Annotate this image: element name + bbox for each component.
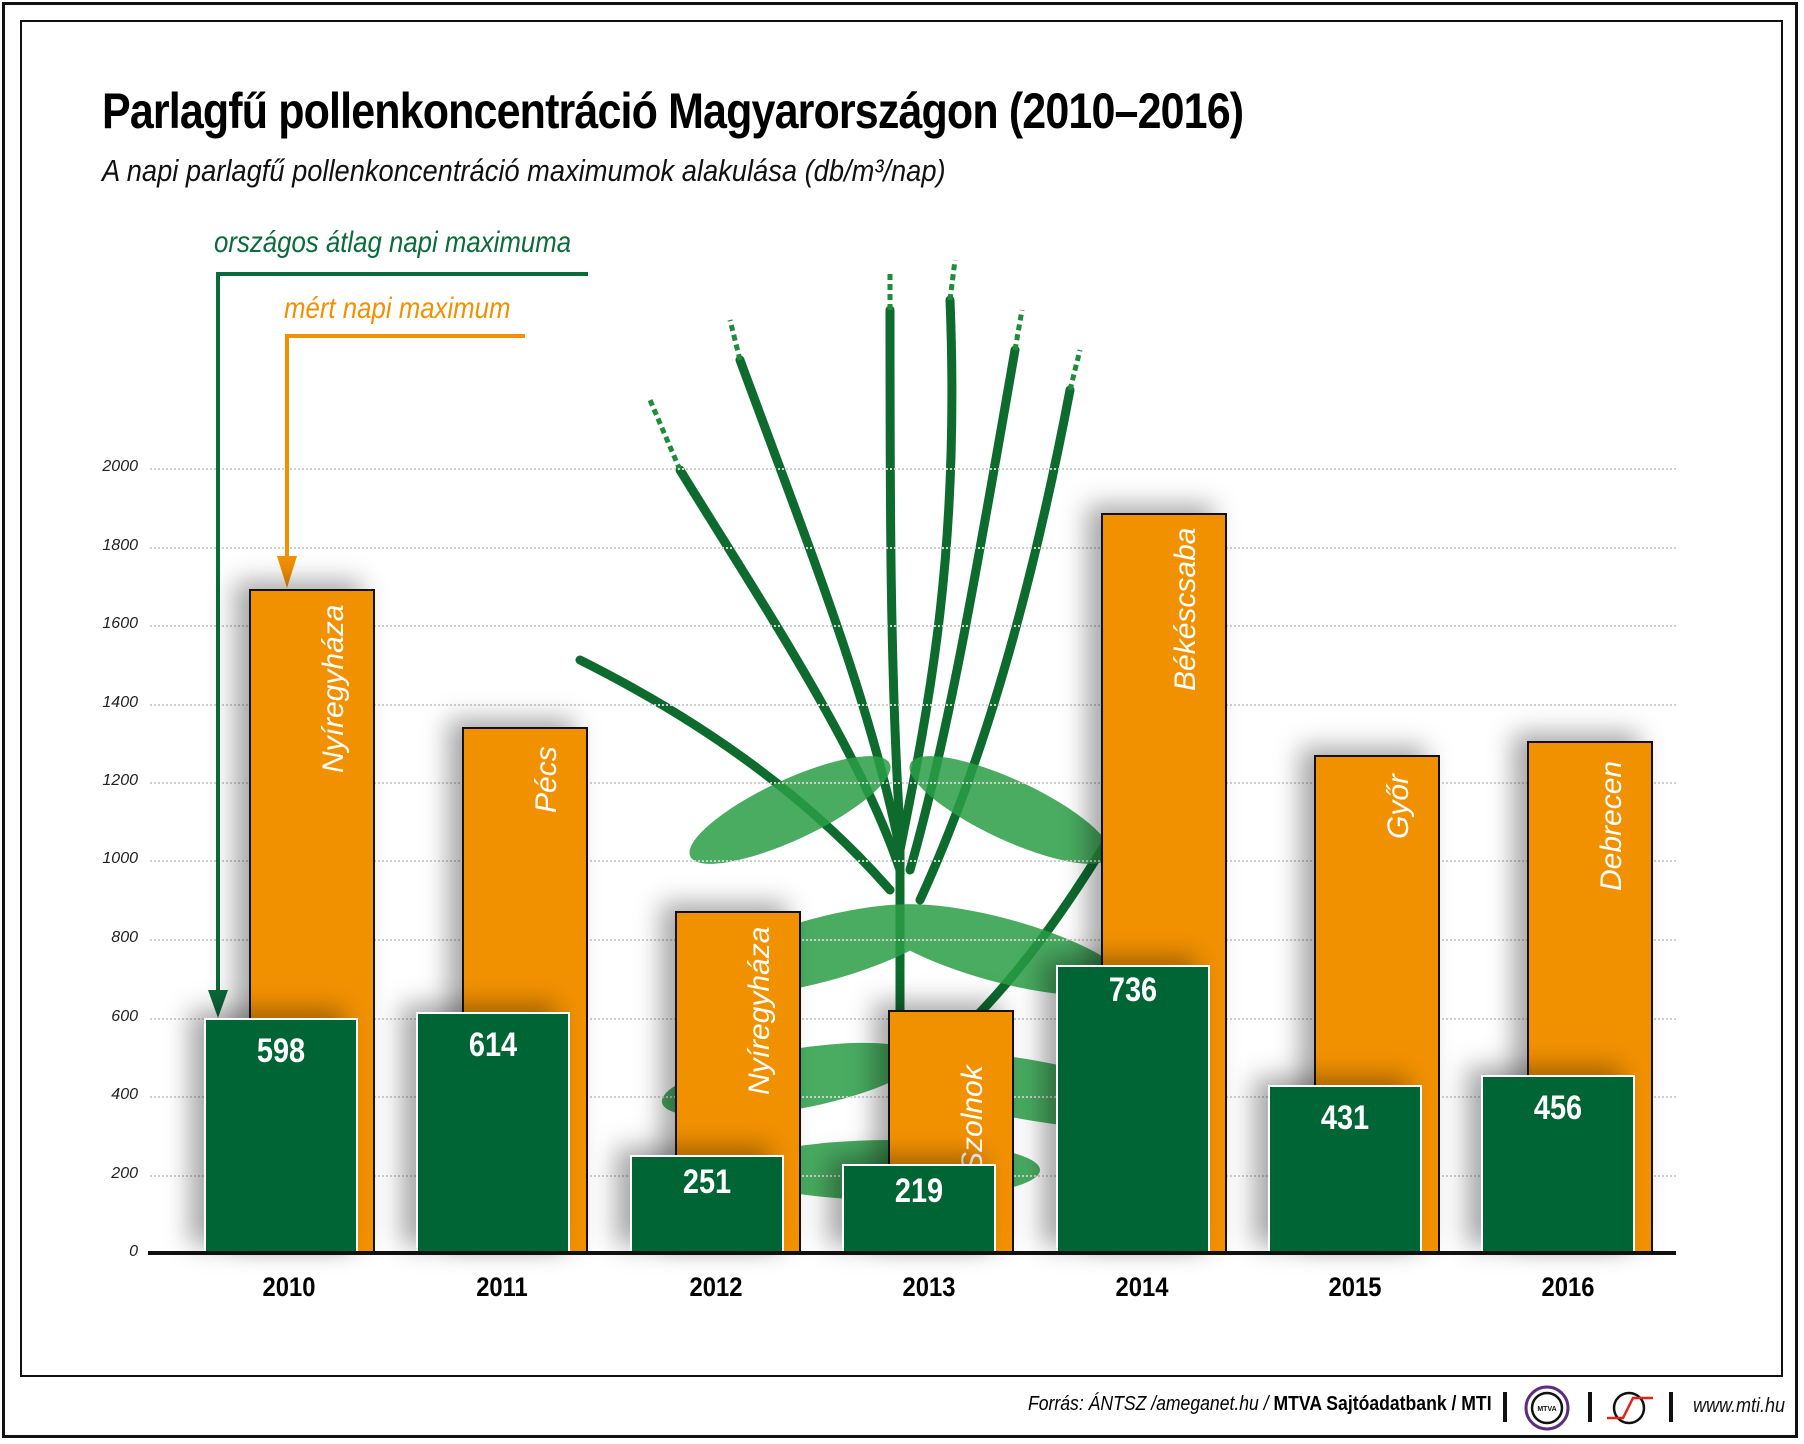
bar-national-average[interactable]: 614: [416, 1012, 570, 1253]
x-tick-label: 2010: [262, 1272, 316, 1302]
chart-title: Parlagfű pollenkoncentráció Magyarország…: [102, 83, 1244, 139]
x-tick-label: 2015: [1328, 1272, 1382, 1302]
bar-national-average[interactable]: 219: [842, 1164, 996, 1253]
orange-legend-arrow-icon: [277, 334, 525, 588]
bar-national-average[interactable]: 736: [1056, 965, 1210, 1253]
city-label: Győr: [1382, 773, 1415, 839]
value-label: 598: [256, 1032, 306, 1070]
gridline-1400: [150, 704, 1676, 706]
x-tick-label: 2013: [902, 1272, 956, 1302]
y-tick: 2000: [102, 458, 138, 475]
city-label: Békéscsaba: [1169, 527, 1202, 691]
gridline-2000: [150, 468, 1676, 470]
gridline-1000: [150, 860, 1676, 862]
y-tick: 600: [111, 1008, 138, 1025]
bar-national-average[interactable]: 456: [1481, 1075, 1635, 1253]
chart-subtitle: A napi parlagfű pollenkoncentráció maxim…: [102, 153, 946, 188]
mtva-logo-icon: MTVA: [1524, 1385, 1570, 1431]
y-tick: 1600: [102, 615, 138, 632]
y-tick: 0: [129, 1243, 138, 1260]
source-credit: Forrás: ÁNTSZ /ameganet.hu / MTVA Sajtóa…: [1028, 1393, 1492, 1416]
gridline-1800: [150, 547, 1676, 549]
x-tick-label: 2014: [1115, 1272, 1169, 1302]
y-tick: 200: [111, 1165, 138, 1182]
value-label: 614: [468, 1026, 518, 1064]
value-label: 251: [682, 1163, 732, 1201]
y-tick: 1400: [102, 694, 138, 711]
gridline-1600: [150, 625, 1676, 627]
legend-label-measured-max: mért napi maximum: [284, 292, 511, 325]
city-label: Szolnok: [956, 1065, 989, 1172]
city-label: Nyíregyháza: [743, 926, 776, 1095]
value-label: 456: [1533, 1089, 1583, 1127]
y-tick: 800: [111, 929, 138, 946]
source-prefix: Forrás: ÁNTSZ /ameganet.hu /: [1028, 1393, 1274, 1415]
x-tick-label: 2016: [1541, 1272, 1595, 1302]
bar-national-average[interactable]: 431: [1268, 1085, 1422, 1253]
green-legend-arrow-icon: [208, 272, 588, 1018]
bar-national-average[interactable]: 251: [630, 1155, 784, 1253]
y-tick: 1000: [102, 850, 138, 867]
city-label: Pécs: [530, 746, 563, 813]
mtva-logo-text: MTVA: [1537, 1406, 1556, 1413]
value-label: 431: [1320, 1099, 1370, 1137]
chart-frame: [20, 20, 1783, 1377]
legend-label-national-average: országos átlag napi maximuma: [214, 226, 572, 259]
value-label: 219: [894, 1172, 944, 1210]
y-tick: 1800: [102, 537, 138, 554]
mti-logo-icon: [1607, 1391, 1653, 1425]
x-tick-label: 2012: [689, 1272, 743, 1302]
footer-separator: [1669, 1392, 1673, 1422]
y-tick: 400: [111, 1086, 138, 1103]
x-tick-label: 2011: [476, 1272, 528, 1302]
gridline-800: [150, 939, 1676, 941]
website-link[interactable]: www.mti.hu: [1693, 1395, 1786, 1417]
value-label: 736: [1108, 971, 1158, 1009]
footer-separator: [1588, 1392, 1592, 1422]
footer-separator: [1503, 1392, 1507, 1422]
city-label: Nyíregyháza: [317, 604, 350, 773]
city-label: Debrecen: [1595, 760, 1628, 891]
x-axis-baseline: [148, 1251, 1676, 1255]
gridline-1200: [150, 782, 1676, 784]
y-tick: 1200: [102, 772, 138, 789]
source-bold: MTVA Sajtóadatbank / MTI: [1273, 1393, 1492, 1415]
bar-national-average[interactable]: 598: [204, 1018, 358, 1253]
